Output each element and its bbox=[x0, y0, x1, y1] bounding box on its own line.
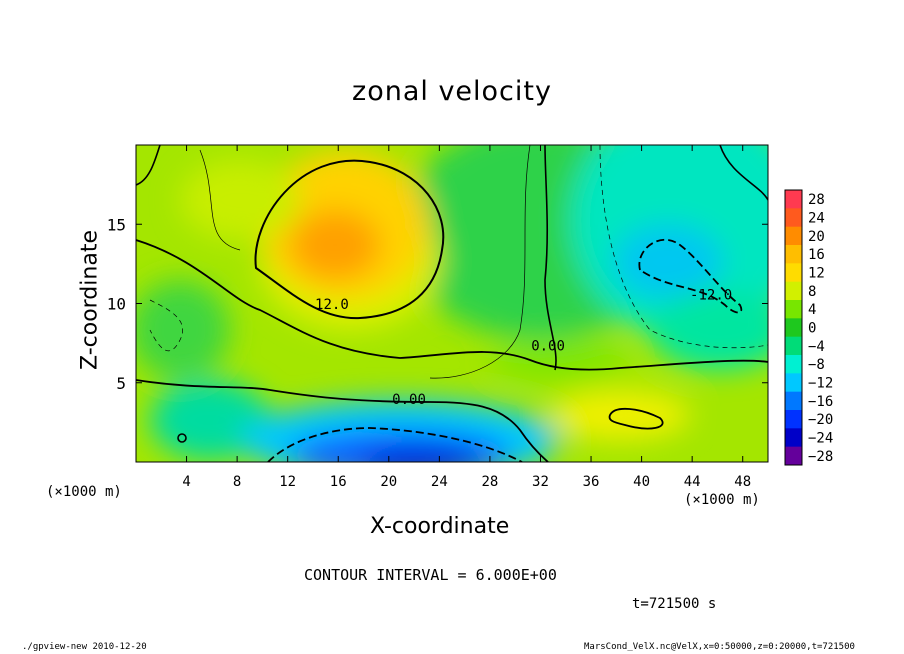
colorbar-label: −28 bbox=[808, 449, 833, 465]
x-tick-label: 36 bbox=[583, 474, 600, 490]
colorbar-segment bbox=[785, 226, 802, 246]
x-tick-label: 20 bbox=[380, 474, 397, 490]
colorbar-segment bbox=[785, 263, 802, 283]
contour-label: 12.0 bbox=[315, 297, 349, 313]
colorbar-segment bbox=[785, 281, 802, 301]
colorbar-label: 28 bbox=[808, 192, 825, 208]
x-axis: 4 8 12 16 20 24 28 32 36 40 44 48 bbox=[182, 145, 751, 490]
y-tick-label: 5 bbox=[116, 374, 126, 393]
x-unit-label-left: (×1000 m) bbox=[46, 484, 122, 500]
contour-label: 0.00 bbox=[531, 338, 565, 354]
y-tick-label: 15 bbox=[107, 215, 126, 234]
colorbar-segment bbox=[785, 208, 802, 228]
colorbar-label: 0 bbox=[808, 321, 816, 337]
plot-field bbox=[136, 145, 768, 462]
x-tick-label: 24 bbox=[431, 474, 448, 490]
colorbar-segment bbox=[785, 446, 802, 466]
colorbar-segment bbox=[785, 391, 802, 411]
time-label: t=721500 s bbox=[632, 596, 717, 612]
colorbar-segment bbox=[785, 373, 802, 393]
colorbar-label: −20 bbox=[808, 412, 833, 428]
colorbar-label: 20 bbox=[808, 229, 825, 245]
x-tick-label: 28 bbox=[481, 474, 498, 490]
x-tick-label: 16 bbox=[330, 474, 347, 490]
colorbar-label: −4 bbox=[808, 339, 825, 355]
x-tick-label: 32 bbox=[532, 474, 549, 490]
colorbar-segment bbox=[785, 355, 802, 374]
contour-label: 0.00 bbox=[392, 392, 426, 408]
colorbar-frame bbox=[784, 189, 803, 466]
y-axis: 5 10 15 bbox=[107, 215, 768, 393]
colorbar-label: −12 bbox=[808, 376, 833, 392]
y-axis-label: Z-coordinate bbox=[77, 230, 103, 370]
x-tick-label: 48 bbox=[734, 474, 751, 490]
footer-right: MarsCond_VelX.nc@VelX,x=0:50000,z=0:2000… bbox=[584, 642, 855, 652]
x-tick-label: 12 bbox=[279, 474, 296, 490]
colorbar-label: 12 bbox=[808, 266, 825, 282]
colorbar-segment bbox=[785, 410, 802, 429]
colorbar-segment bbox=[785, 300, 802, 319]
colorbar-label: −8 bbox=[808, 357, 825, 373]
colorbar-label: −16 bbox=[808, 394, 833, 410]
x-unit-label-right: (×1000 m) bbox=[684, 492, 760, 508]
contour-label: -12.0 bbox=[690, 288, 732, 304]
footer-left: ./gpview-new 2010-12-20 bbox=[22, 642, 147, 652]
contour-interval-note: CONTOUR INTERVAL = 6.000E+00 bbox=[304, 566, 557, 584]
x-tick-label: 4 bbox=[182, 474, 190, 490]
colorbar-label: 4 bbox=[808, 302, 816, 318]
colorbar-label: −24 bbox=[808, 431, 833, 447]
colorbar: 28 24 20 16 12 8 4 0 −4 −8 −12 −16 −20 −24 −28 bbox=[784, 189, 833, 466]
contour-labels: 12.0 0.00 0.00 -12.0 bbox=[315, 288, 732, 409]
colorbar-segment bbox=[785, 336, 802, 356]
colorbar-label: 16 bbox=[808, 247, 825, 263]
colorbar-label: 24 bbox=[808, 211, 825, 227]
colorbar-segment bbox=[785, 190, 802, 209]
y-tick-label: 10 bbox=[107, 295, 126, 314]
x-tick-label: 44 bbox=[684, 474, 701, 490]
colorbar-label: 8 bbox=[808, 284, 816, 300]
x-tick-label: 8 bbox=[233, 474, 241, 490]
colorbar-segment bbox=[785, 245, 802, 264]
x-tick-label: 40 bbox=[633, 474, 650, 490]
colorbar-segment bbox=[785, 428, 802, 448]
chart-title: zonal velocity bbox=[352, 76, 552, 107]
colorbar-segment bbox=[785, 318, 802, 338]
x-axis-label: X-coordinate bbox=[370, 514, 510, 539]
